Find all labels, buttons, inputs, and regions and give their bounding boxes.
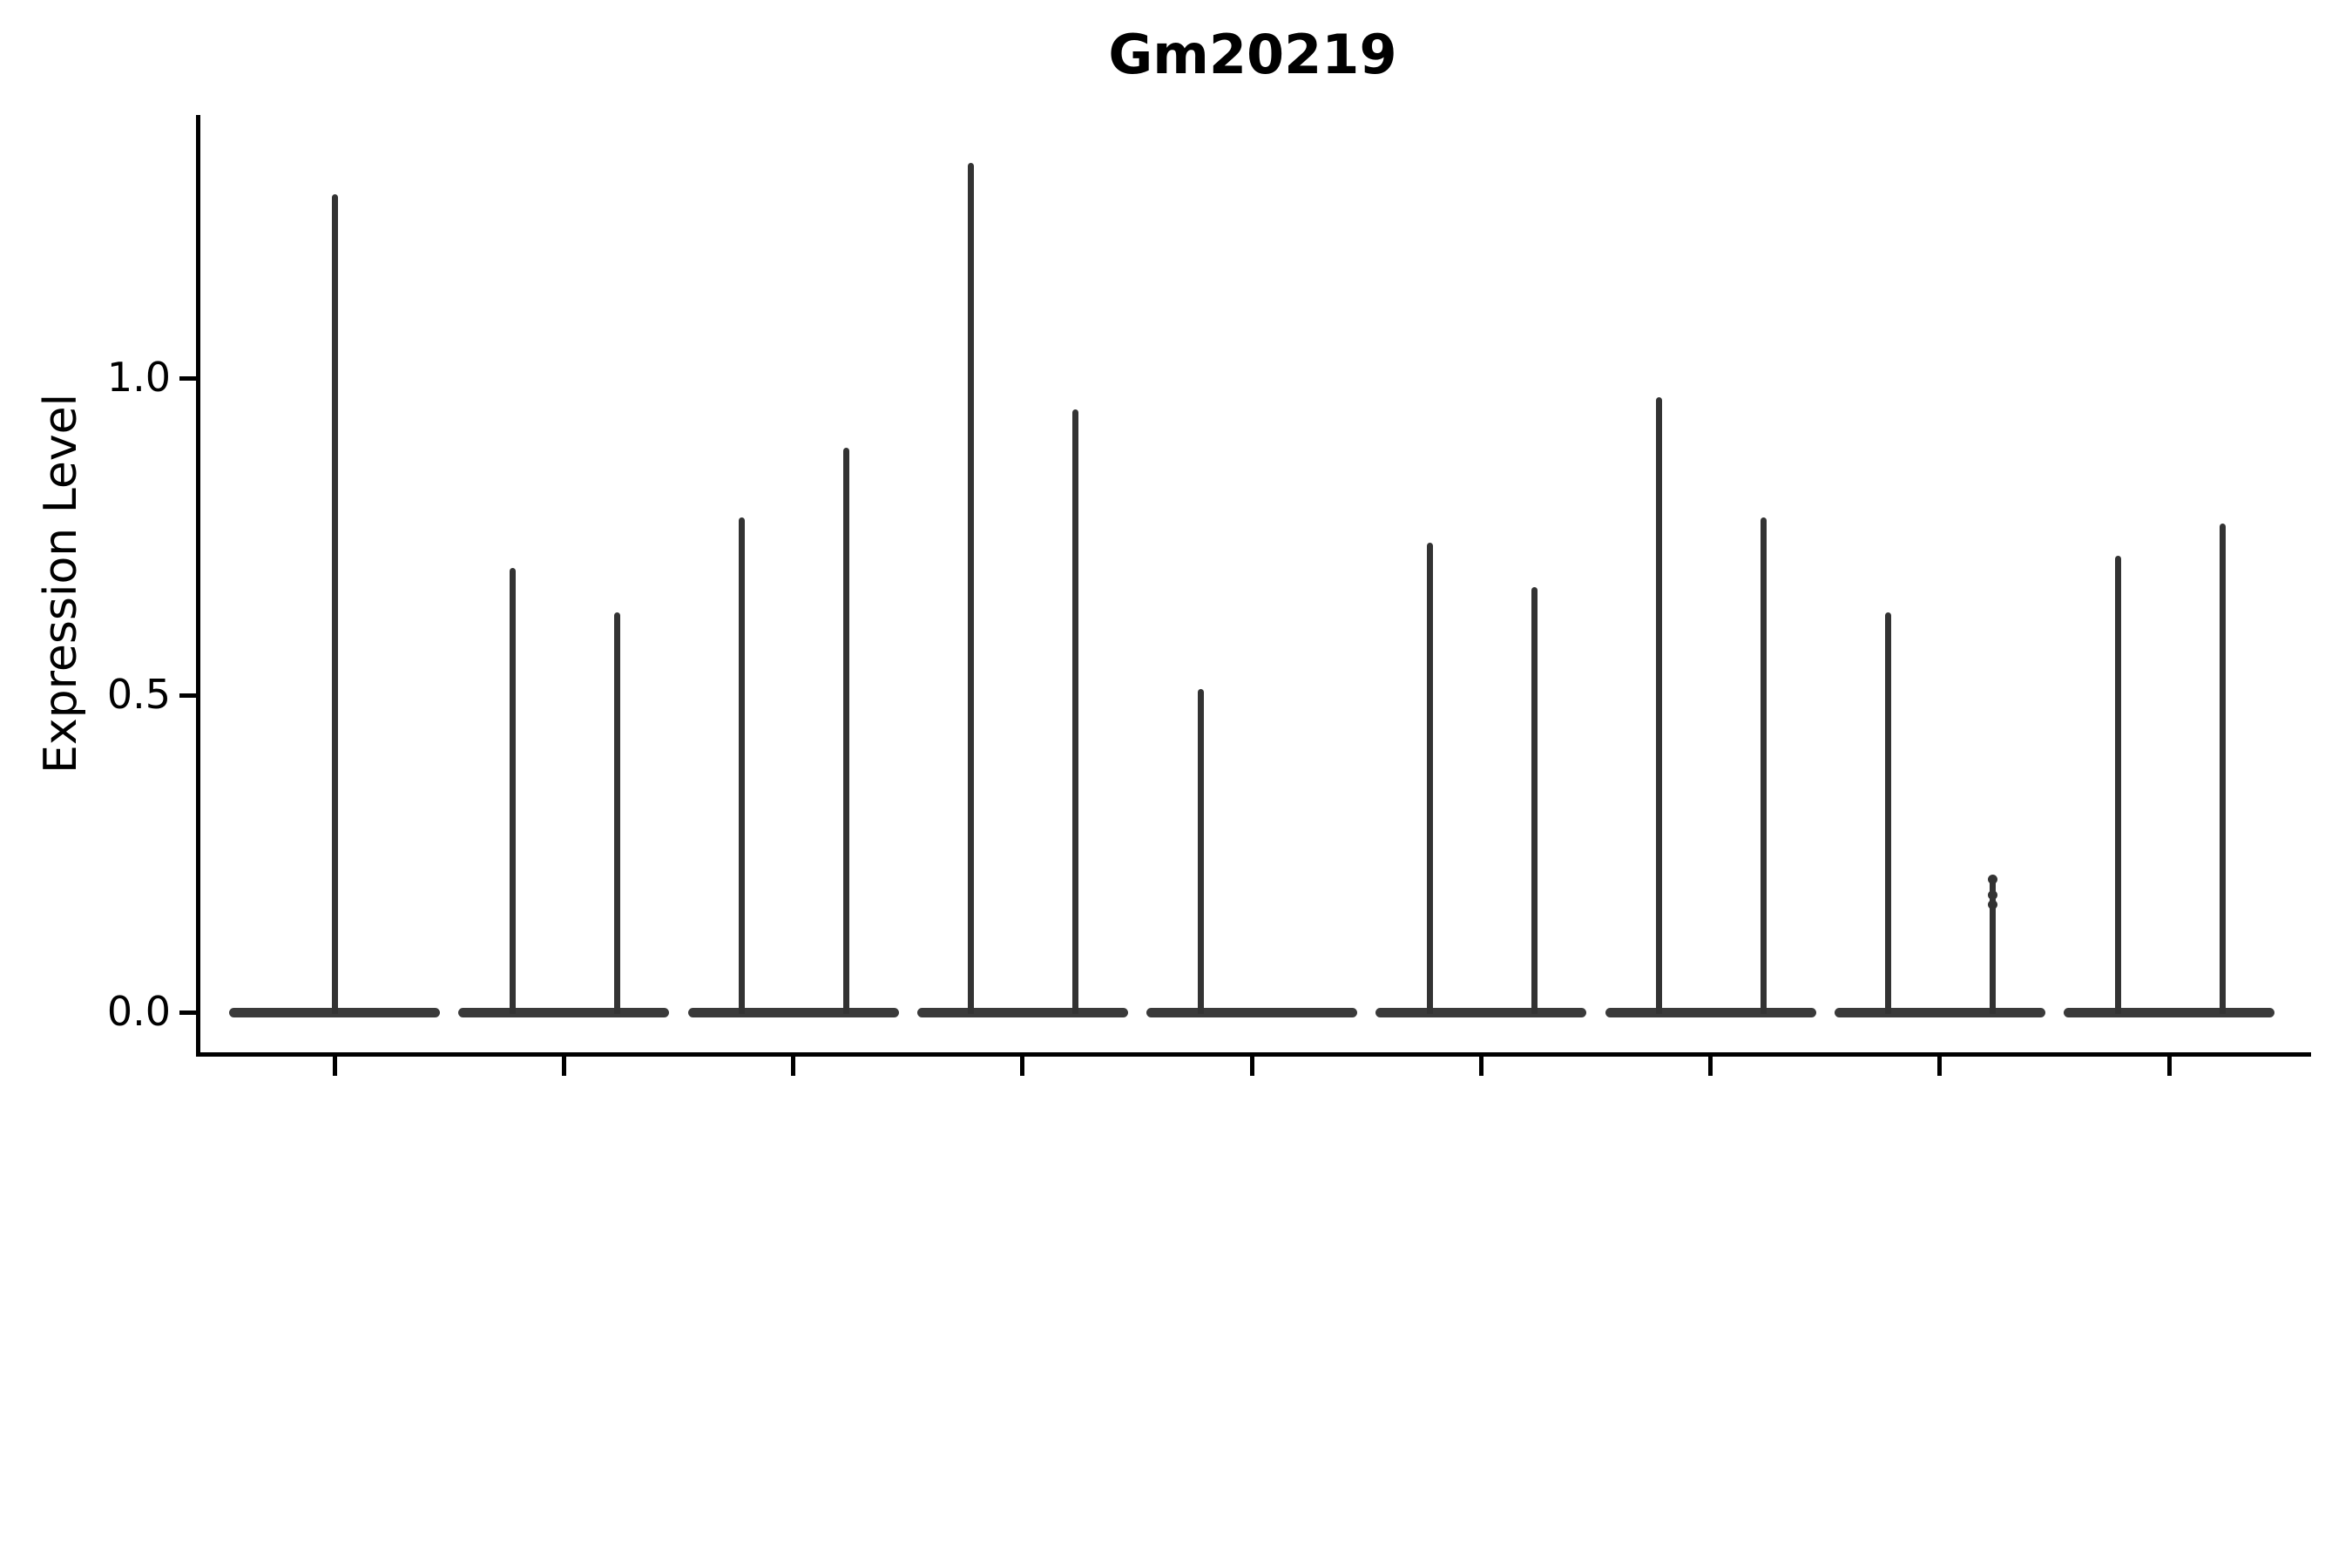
violin-spike: [331, 193, 338, 1014]
violin-dot: [1988, 874, 1998, 884]
y-tick-mark: [179, 693, 198, 698]
y-tick-label: 0.5: [106, 671, 171, 718]
violin-spike: [1656, 396, 1662, 1014]
violin-base: [1146, 1008, 1357, 1017]
x-tick-mark: [791, 1057, 795, 1076]
x-tick-mark: [2166, 1057, 2172, 1076]
violin-dot: [1988, 889, 1998, 900]
violin-spike: [739, 517, 745, 1014]
x-tick-mark: [1249, 1057, 1254, 1076]
y-tick-label: 1.0: [106, 354, 171, 401]
x-tick-mark: [1478, 1057, 1484, 1076]
violin-base: [1834, 1008, 2045, 1017]
y-axis-label: Expression Level: [35, 393, 87, 774]
violin-spike: [1885, 612, 1892, 1014]
violin-spike: [1072, 409, 1079, 1014]
y-tick-label: 0.0: [106, 988, 171, 1035]
x-axis-spine: [196, 1052, 2311, 1057]
violin-spike: [968, 162, 975, 1014]
violin-spike: [1426, 543, 1433, 1014]
violin-spike: [2219, 524, 2226, 1014]
y-tick-mark: [179, 375, 198, 381]
violin-spike: [843, 448, 849, 1014]
y-tick-mark: [179, 1010, 198, 1015]
x-tick-mark: [1020, 1057, 1025, 1076]
violin-spike: [1761, 517, 1767, 1014]
chart-title: Gm20219: [1108, 23, 1397, 86]
violin-base: [1375, 1008, 1587, 1017]
violin-spike: [613, 612, 620, 1014]
x-tick-mark: [1708, 1057, 1713, 1076]
violin-spike: [509, 568, 516, 1014]
violin-spike: [1197, 688, 1204, 1014]
violin-base: [1605, 1008, 1816, 1017]
violin-dot: [1988, 899, 1998, 909]
violin-base: [916, 1008, 1128, 1017]
y-axis-spine: [196, 115, 200, 1057]
violin-spike: [1531, 587, 1538, 1014]
violin-base: [458, 1008, 670, 1017]
violin-spike: [1990, 879, 1997, 1014]
x-tick-mark: [1937, 1057, 1943, 1076]
x-tick-mark: [332, 1057, 337, 1076]
violin-spike: [2114, 555, 2121, 1014]
violin-base: [687, 1008, 899, 1017]
x-tick-mark: [561, 1057, 566, 1076]
violin-base: [2064, 1008, 2274, 1017]
